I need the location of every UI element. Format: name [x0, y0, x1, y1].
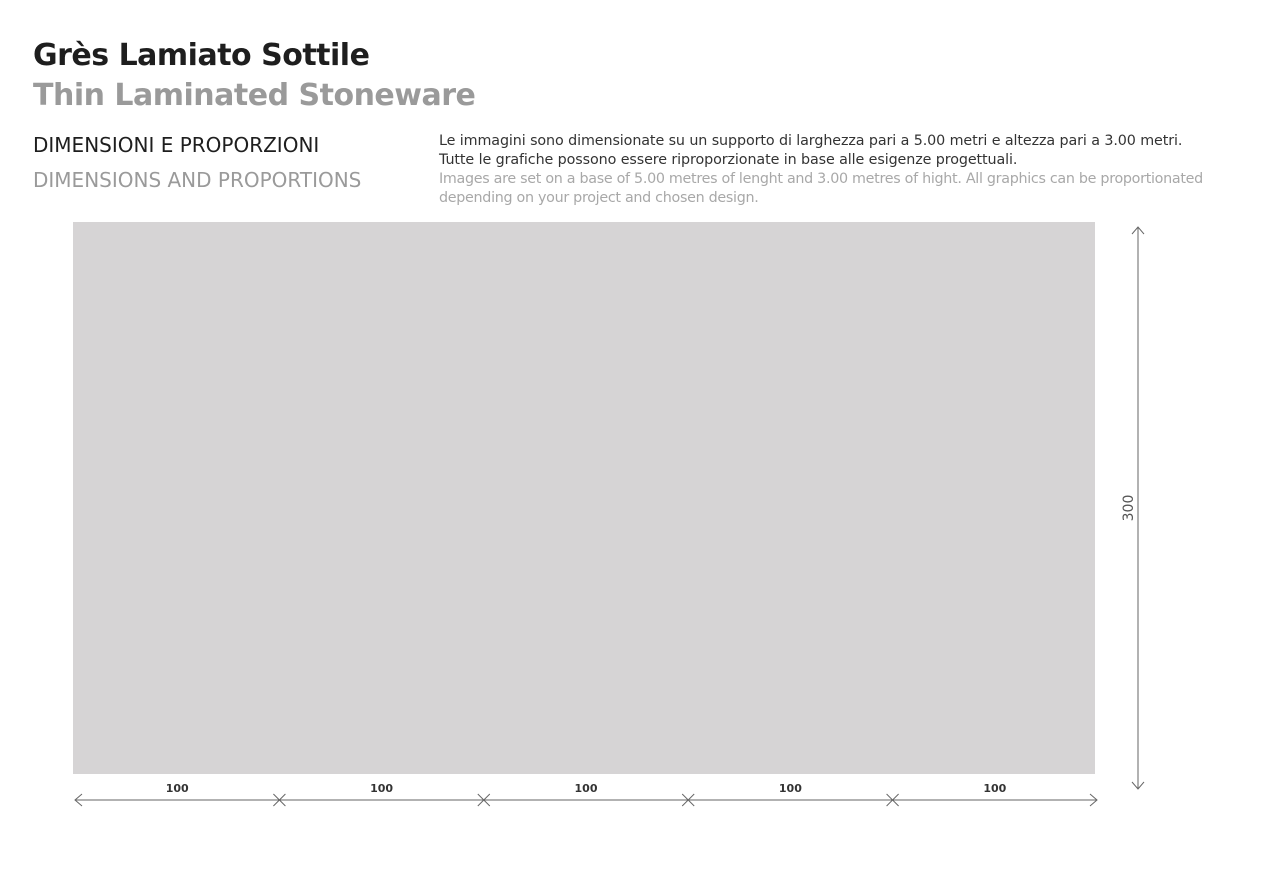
description-it-line: Le immagini sono dimensionate su un supp… [439, 133, 1183, 149]
section-heading-it: DIMENSIONI E PROPORZIONI [33, 133, 320, 157]
segment-label: 100 [575, 782, 598, 795]
image-panel [73, 222, 1095, 774]
description-en-line: Images are set on a base of 5.00 metres … [439, 171, 1203, 187]
description-en-line: depending on your project and chosen des… [439, 190, 759, 206]
height-label: 300 [1121, 495, 1137, 522]
section-heading-en: DIMENSIONS AND PROPORTIONS [33, 168, 362, 192]
description: Le immagini sono dimensionate su un supp… [439, 132, 1249, 208]
tick-cross-icon [273, 793, 286, 807]
arrow-left-icon [74, 793, 83, 807]
segment-label: 100 [166, 782, 189, 795]
segment-label: 100 [779, 782, 802, 795]
page-subtitle: Thin Laminated Stoneware [33, 78, 476, 113]
tick-cross-icon [477, 793, 491, 807]
segment-label: 100 [370, 782, 393, 795]
tick-cross-icon [886, 793, 899, 807]
segment-label: 100 [983, 782, 1006, 795]
arrow-down-icon [1131, 781, 1145, 790]
arrow-right-icon [1089, 793, 1098, 807]
page-title: Grès Lamiato Sottile [33, 38, 370, 73]
description-it-line: Tutte le grafiche possono essere ripropo… [439, 152, 1018, 168]
tick-cross-icon [681, 793, 695, 807]
width-dimension: 100 100 100 100 100 [74, 782, 1098, 807]
arrow-up-icon [1131, 226, 1145, 235]
height-dimension: 300 [1121, 226, 1145, 790]
